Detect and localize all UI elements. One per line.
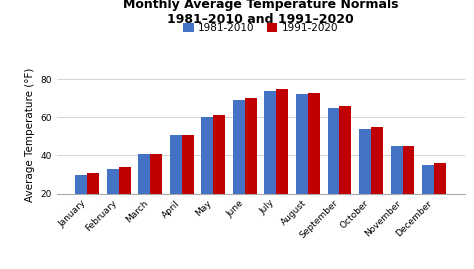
Bar [371, 127, 383, 232]
Bar [328, 108, 339, 232]
Bar [296, 94, 308, 232]
Bar [75, 175, 87, 232]
Bar [339, 106, 351, 232]
Bar [308, 93, 320, 232]
Bar [119, 167, 131, 232]
Bar [264, 91, 276, 232]
Legend: 1981-2010, 1991-2020: 1981-2010, 1991-2020 [179, 19, 342, 37]
Bar [150, 154, 163, 232]
Bar [359, 129, 371, 232]
Bar [87, 173, 100, 232]
Y-axis label: Average Temperature (°F): Average Temperature (°F) [25, 67, 35, 202]
Bar [402, 146, 414, 232]
Bar [182, 134, 194, 232]
Bar [276, 89, 289, 232]
Title: Monthly Average Temperature Normals
1981–2010 and 1991–2020: Monthly Average Temperature Normals 1981… [123, 0, 399, 26]
Bar [138, 154, 150, 232]
Bar [107, 169, 119, 232]
Bar [391, 146, 402, 232]
Bar [245, 98, 257, 232]
Bar [201, 117, 213, 232]
Bar [422, 165, 434, 232]
Bar [213, 115, 226, 232]
Bar [170, 134, 182, 232]
Bar [233, 100, 245, 232]
Bar [434, 163, 446, 232]
